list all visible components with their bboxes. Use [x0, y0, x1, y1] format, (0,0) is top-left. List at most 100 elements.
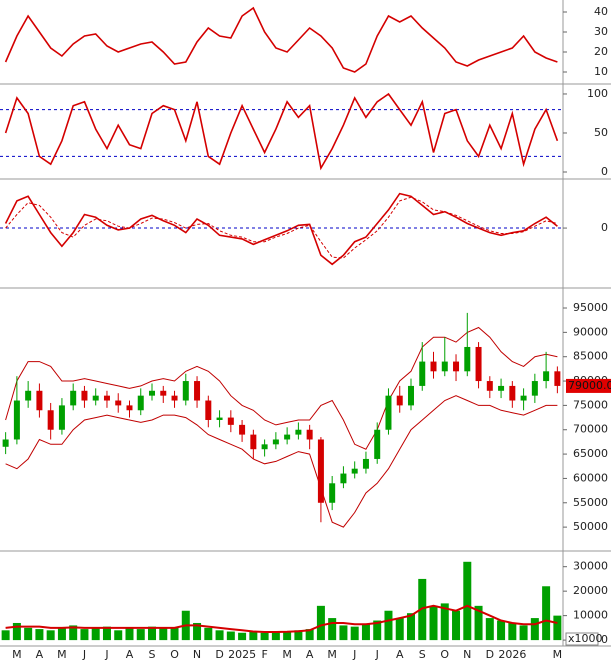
last-price-box — [566, 378, 611, 393]
volume-bar — [485, 618, 494, 641]
candle-body — [160, 390, 167, 396]
x-tick-label: D — [215, 648, 223, 661]
volume-bar — [508, 622, 517, 641]
x-tick-label: D — [486, 648, 494, 661]
volume-bar — [215, 630, 224, 641]
volume-bar — [249, 631, 258, 641]
y-tick-label: 20 — [594, 45, 608, 58]
volume-bar — [463, 561, 472, 641]
last-price-label: 79000.00 — [568, 379, 611, 392]
candle-body — [453, 361, 460, 372]
unit-box — [565, 632, 599, 646]
x-tick-label: J — [375, 648, 379, 661]
y-tick-label: 95000 — [573, 301, 608, 314]
candle-body — [81, 390, 88, 401]
volume-bar — [283, 631, 292, 641]
volume-bar — [91, 627, 100, 641]
y-tick-label: 50 — [594, 126, 608, 139]
volume-bar — [1, 630, 10, 641]
x-tick-label: O — [440, 648, 449, 661]
volume-bar — [452, 610, 461, 641]
volume-bar — [136, 629, 145, 641]
candle-body — [509, 385, 516, 401]
y-tick-label: 50000 — [573, 520, 608, 533]
band-line — [5, 395, 558, 528]
y-tick-label: 30 — [594, 25, 608, 38]
candle-body — [126, 405, 133, 411]
band-line — [5, 326, 558, 450]
candle-body — [306, 429, 313, 440]
candle-body — [227, 417, 234, 425]
volume-bar — [193, 622, 202, 641]
x-tick-label: M — [282, 648, 292, 661]
candle-body — [205, 400, 212, 420]
candle-body — [103, 395, 110, 401]
candle-body — [182, 381, 189, 401]
volume-bar — [114, 630, 123, 641]
y-tick-label: 85000 — [573, 350, 608, 363]
candle-body — [149, 390, 156, 396]
candle-body — [70, 390, 77, 406]
volume-bar — [226, 631, 235, 641]
candle-body — [498, 385, 505, 391]
candle-body — [475, 346, 482, 382]
volume-bar — [361, 624, 370, 641]
candle-body — [295, 429, 302, 435]
x-tick-label: M — [553, 648, 563, 661]
candle-body — [419, 361, 426, 386]
candle-body — [464, 346, 471, 372]
candle-body — [407, 385, 414, 406]
candle-body — [374, 429, 381, 459]
y-tick-label: 30000 — [573, 560, 608, 573]
candle-body — [250, 434, 257, 450]
volume-bar — [542, 586, 551, 641]
x-tick-label: S — [149, 648, 156, 661]
candle-body — [272, 439, 279, 445]
x-tick-label: M — [327, 648, 337, 661]
volume-bar — [271, 631, 280, 641]
candle-body — [543, 371, 550, 382]
y-tick-label: 0 — [601, 221, 608, 234]
volume-bar — [204, 627, 213, 641]
volume-bar — [69, 625, 78, 641]
y-tick-label: 10 — [594, 65, 608, 78]
candle-body — [92, 395, 99, 401]
x-tick-label: S — [419, 648, 426, 661]
volume-bar — [102, 626, 111, 641]
candle-body — [239, 424, 246, 435]
volume-bar — [125, 627, 134, 641]
candle-body — [58, 405, 65, 430]
volume-bar — [553, 615, 562, 641]
candle-body — [115, 400, 122, 406]
candle-body — [329, 483, 336, 503]
volume-bar — [406, 613, 415, 641]
volume-bar — [170, 627, 179, 641]
volume-bar — [474, 605, 483, 641]
unit-label: x1000 — [568, 632, 603, 645]
candle-body — [340, 473, 347, 484]
volume-bar — [530, 618, 539, 641]
volume-bar — [260, 632, 269, 641]
x-tick-label: A — [36, 648, 44, 661]
candle-body — [430, 361, 437, 372]
candle-body — [47, 410, 54, 430]
candle-body — [261, 444, 268, 450]
volume-bar — [519, 625, 528, 641]
x-tick-label: A — [126, 648, 134, 661]
candle-body — [385, 395, 392, 430]
indicator-line — [4, 92, 559, 171]
volume-bar — [328, 618, 337, 641]
frame — [0, 0, 611, 647]
volume-bar — [80, 629, 89, 641]
candle-body — [171, 395, 178, 401]
candle-body — [36, 390, 43, 411]
candle-body — [531, 381, 538, 396]
candle-body — [137, 395, 144, 411]
candle-body — [520, 395, 527, 401]
x-tick-label: F — [261, 648, 267, 661]
volume-bar — [316, 605, 325, 641]
volume-bar — [294, 630, 303, 641]
indicator-line — [5, 196, 558, 259]
volume-bar — [148, 626, 157, 641]
candle-body — [441, 361, 448, 372]
